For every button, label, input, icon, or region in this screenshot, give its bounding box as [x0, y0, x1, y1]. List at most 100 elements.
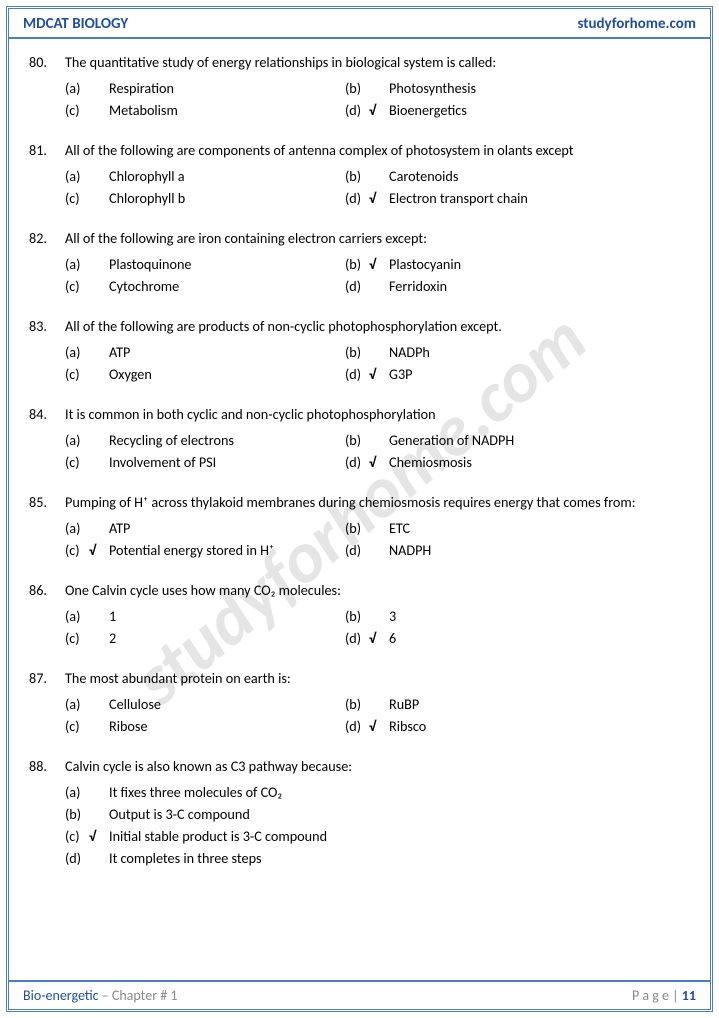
check-icon: [369, 275, 387, 297]
option-key: (a): [65, 253, 89, 275]
check-icon: √: [369, 627, 387, 649]
option-text: Output is 3-C compound: [109, 803, 690, 825]
footer-chapter: Bio-energetic – Chapter # 1: [23, 987, 177, 1004]
option: (d) Ferridoxin: [345, 275, 690, 297]
option: (a)It fixes three molecules of CO₂: [65, 781, 690, 803]
option-text: Bioenergetics: [389, 99, 690, 121]
content: 80.The quantitative study of energy rela…: [9, 39, 710, 869]
option-key: (b): [345, 605, 369, 627]
option-text: 3: [389, 605, 690, 627]
check-icon: [89, 253, 107, 275]
option-text: Ferridoxin: [389, 275, 690, 297]
question: 88.Calvin cycle is also known as C3 path…: [29, 755, 690, 869]
option-text: Recycling of electrons: [109, 429, 345, 451]
option-text: It fixes three molecules of CO₂: [109, 781, 690, 803]
option-key: (d): [65, 847, 89, 869]
option-key: (b): [345, 693, 369, 715]
option-key: (a): [65, 429, 89, 451]
option-key: (b): [345, 341, 369, 363]
check-icon: [89, 803, 107, 825]
check-icon: [89, 627, 107, 649]
option: (b) Output is 3-C compound: [65, 803, 690, 825]
check-icon: [89, 451, 107, 473]
option-text: Generation of NADPH: [389, 429, 690, 451]
question-number: 83.: [29, 315, 65, 337]
option: (d)It completes in three steps: [65, 847, 690, 869]
option-key: (b): [345, 253, 369, 275]
question-stem: All of the following are components of a…: [65, 139, 690, 161]
option: (c)Involvement of PSI: [65, 451, 345, 473]
option: (b)ETC: [345, 517, 690, 539]
option-text: Plastoquinone: [109, 253, 345, 275]
check-icon: √: [369, 363, 387, 385]
option: (d)√Ribsco: [345, 715, 690, 737]
option-text: Plastocyanin: [389, 253, 690, 275]
option: (b) NADPh: [345, 341, 690, 363]
option-key: (d): [345, 187, 369, 209]
option-text: Potential energy stored in H⁺: [109, 539, 345, 561]
check-icon: [89, 429, 107, 451]
options: (a)It fixes three molecules of CO₂(b) Out…: [65, 781, 690, 869]
option-text: Carotenoids: [389, 165, 690, 187]
option: (b)Generation of NADPH: [345, 429, 690, 451]
question-number: 81.: [29, 139, 65, 161]
option-text: 1: [109, 605, 345, 627]
options: (a)ATP(b)ETC(c)√Potential energy stored …: [65, 517, 690, 561]
check-icon: [89, 715, 107, 737]
option: (c)Oxygen: [65, 363, 345, 385]
option-key: (c): [65, 627, 89, 649]
option-text: G3P: [389, 363, 690, 385]
option: (a)Chlorophyll a: [65, 165, 345, 187]
question-stem: Pumping of H⁺ across thylakoid membranes…: [65, 491, 690, 513]
option: (b)RuBP: [345, 693, 690, 715]
footer-page: P a g e | 11: [632, 987, 696, 1004]
question: 87.The most abundant protein on earth is…: [29, 667, 690, 737]
check-icon: [89, 187, 107, 209]
check-icon: √: [369, 253, 387, 275]
header-title: MDCAT BIOLOGY: [23, 15, 128, 33]
check-icon: √: [369, 99, 387, 121]
check-icon: [369, 605, 387, 627]
question: 86.One Calvin cycle uses how many CO₂ mo…: [29, 579, 690, 649]
option-text: Chlorophyll b: [109, 187, 345, 209]
option: (a)ATP: [65, 341, 345, 363]
check-icon: [89, 693, 107, 715]
option-key: (b): [345, 165, 369, 187]
check-icon: [369, 165, 387, 187]
options: (a)1(b)3(c)2(d)√6: [65, 605, 690, 649]
check-icon: √: [89, 825, 107, 847]
footer: Bio-energetic – Chapter # 1 P a g e | 11: [9, 980, 710, 1009]
option: (a)ATP: [65, 517, 345, 539]
option-key: (a): [65, 77, 89, 99]
question-number: 88.: [29, 755, 65, 777]
option-text: 6: [389, 627, 690, 649]
option-key: (c): [65, 275, 89, 297]
option: (b) Carotenoids: [345, 165, 690, 187]
option-text: ETC: [389, 517, 690, 539]
option-key: (d): [345, 275, 369, 297]
check-icon: [369, 693, 387, 715]
footer-chapter-name: Bio-energetic: [23, 987, 99, 1004]
options: (a)Plastoquinone(b)√Plastocyanin(c)Cytoc…: [65, 253, 690, 297]
question: 85.Pumping of H⁺ across thylakoid membra…: [29, 491, 690, 561]
option: (a) Recycling of electrons: [65, 429, 345, 451]
option: (c) 2: [65, 627, 345, 649]
option-text: 2: [109, 627, 345, 649]
check-icon: [89, 77, 107, 99]
question: 82.All of the following are iron contain…: [29, 227, 690, 297]
option-key: (c): [65, 715, 89, 737]
option: (a) Plastoquinone: [65, 253, 345, 275]
option-key: (d): [345, 363, 369, 385]
option-key: (c): [65, 187, 89, 209]
question-number: 80.: [29, 51, 65, 73]
options: (a)Respiration(b)Photosynthesis(c)Metabo…: [65, 77, 690, 121]
check-icon: [369, 539, 387, 561]
check-icon: √: [369, 187, 387, 209]
options: (a) Recycling of electrons(b)Generation o…: [65, 429, 690, 473]
option-key: (b): [65, 803, 89, 825]
option-key: (d): [345, 451, 369, 473]
option-text: NADPh: [389, 341, 690, 363]
option-text: Oxygen: [109, 363, 345, 385]
options: (a)Cellulose(b)RuBP(c)Ribose(d)√Ribsco: [65, 693, 690, 737]
option-text: Ribose: [109, 715, 345, 737]
